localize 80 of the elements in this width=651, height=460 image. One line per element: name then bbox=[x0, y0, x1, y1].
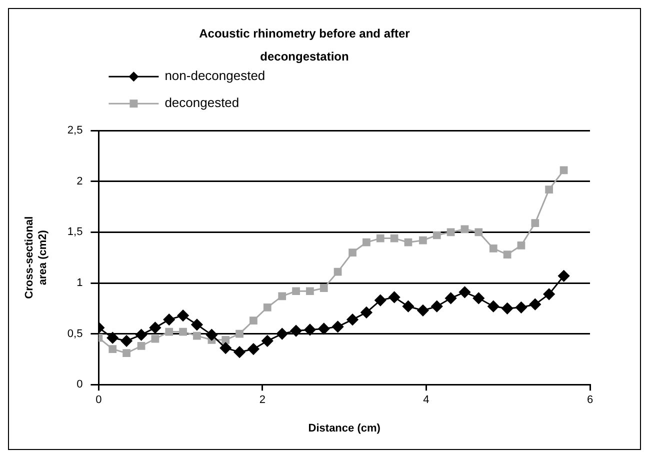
point bbox=[222, 336, 230, 344]
point bbox=[263, 303, 272, 312]
point bbox=[560, 166, 568, 174]
point bbox=[292, 287, 300, 296]
point bbox=[432, 231, 441, 240]
point bbox=[318, 322, 330, 334]
point bbox=[304, 324, 316, 336]
point bbox=[332, 320, 344, 332]
chart-title: Acoustic rhinometry before and after decongestation bbox=[199, 26, 410, 64]
point bbox=[191, 318, 203, 330]
point bbox=[108, 345, 117, 353]
point bbox=[474, 228, 483, 236]
point bbox=[446, 228, 455, 236]
point bbox=[136, 329, 148, 341]
legend-label: non-decongested bbox=[164, 68, 266, 84]
y-tick-label: 0,5 bbox=[67, 328, 83, 340]
point bbox=[250, 316, 258, 325]
point bbox=[320, 284, 328, 292]
point bbox=[262, 335, 274, 347]
point bbox=[193, 332, 201, 340]
point bbox=[348, 248, 356, 256]
point bbox=[488, 300, 500, 312]
y-tick-label: 2,5 bbox=[67, 124, 83, 137]
point bbox=[179, 328, 187, 336]
point bbox=[236, 330, 244, 338]
point bbox=[545, 186, 553, 194]
point bbox=[306, 287, 314, 296]
point bbox=[472, 292, 484, 304]
x-axis-title: Distance (cm) bbox=[308, 422, 381, 434]
point bbox=[122, 349, 130, 358]
point bbox=[362, 238, 370, 246]
point bbox=[234, 346, 246, 358]
point bbox=[419, 236, 427, 244]
point bbox=[163, 314, 175, 326]
y-tick-label: 2 bbox=[76, 175, 83, 188]
legend-label: decongested bbox=[164, 95, 240, 110]
point bbox=[360, 306, 372, 318]
point bbox=[151, 334, 160, 343]
point bbox=[390, 234, 398, 242]
point bbox=[290, 325, 302, 336]
point bbox=[503, 250, 512, 258]
point bbox=[206, 329, 218, 341]
point bbox=[177, 310, 189, 322]
point bbox=[517, 241, 526, 250]
point bbox=[558, 270, 570, 282]
point bbox=[417, 304, 429, 316]
point bbox=[220, 342, 232, 354]
point bbox=[388, 291, 400, 303]
point bbox=[334, 268, 342, 276]
point bbox=[376, 234, 384, 242]
point bbox=[248, 343, 260, 355]
point bbox=[278, 292, 286, 300]
point bbox=[445, 292, 457, 304]
point bbox=[276, 328, 288, 340]
y-tick-label: 1 bbox=[76, 277, 83, 290]
point bbox=[404, 238, 412, 246]
x-tick-label: 4 bbox=[423, 394, 430, 406]
point bbox=[165, 328, 174, 336]
point bbox=[458, 286, 470, 298]
point bbox=[149, 322, 161, 334]
point bbox=[489, 244, 498, 252]
point bbox=[346, 314, 358, 326]
point bbox=[531, 219, 540, 227]
point bbox=[106, 332, 118, 344]
point bbox=[402, 300, 414, 312]
y-axis-title: Cross-sectional area (cm2) bbox=[24, 216, 49, 299]
point bbox=[137, 342, 146, 350]
x-tick-label: 6 bbox=[586, 394, 594, 406]
point bbox=[431, 300, 443, 312]
x-tick-label: 0 bbox=[96, 394, 102, 406]
x-tick-label: 2 bbox=[259, 394, 266, 406]
point bbox=[543, 288, 555, 300]
point bbox=[460, 225, 469, 234]
y-tick-label: 0 bbox=[76, 378, 83, 391]
point bbox=[529, 298, 541, 310]
point bbox=[515, 302, 527, 314]
y-tick-label: 1,5 bbox=[67, 226, 83, 238]
point bbox=[120, 335, 132, 347]
point bbox=[502, 302, 514, 314]
point bbox=[374, 294, 386, 306]
